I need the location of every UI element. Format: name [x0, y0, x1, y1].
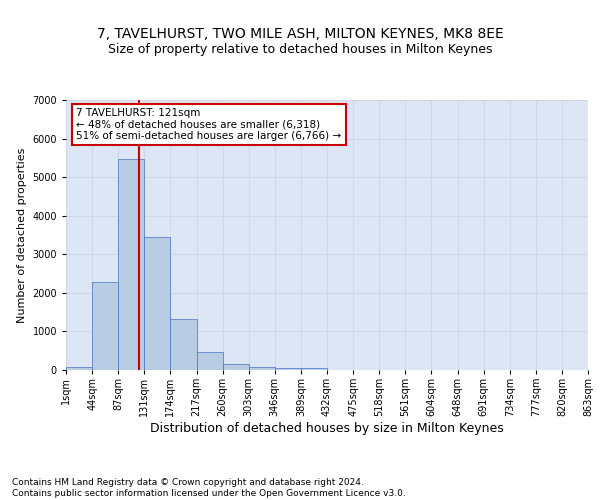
Bar [92, 282, 118, 370]
Bar [275, 368, 301, 370]
Bar [249, 366, 275, 370]
Text: 7, TAVELHURST, TWO MILE ASH, MILTON KEYNES, MK8 8EE: 7, TAVELHURST, TWO MILE ASH, MILTON KEYN… [97, 28, 503, 42]
Bar [118, 158, 145, 370]
Y-axis label: Number of detached properties: Number of detached properties [17, 148, 27, 322]
Bar [170, 320, 197, 370]
Bar [223, 364, 249, 370]
Text: 7 TAVELHURST: 121sqm
← 48% of detached houses are smaller (6,318)
51% of semi-de: 7 TAVELHURST: 121sqm ← 48% of detached h… [76, 108, 341, 142]
Bar [301, 368, 327, 370]
Bar [197, 352, 223, 370]
Text: Size of property relative to detached houses in Milton Keynes: Size of property relative to detached ho… [108, 42, 492, 56]
Text: Contains HM Land Registry data © Crown copyright and database right 2024.
Contai: Contains HM Land Registry data © Crown c… [12, 478, 406, 498]
X-axis label: Distribution of detached houses by size in Milton Keynes: Distribution of detached houses by size … [150, 422, 504, 435]
Bar [66, 367, 92, 370]
Bar [145, 237, 170, 370]
